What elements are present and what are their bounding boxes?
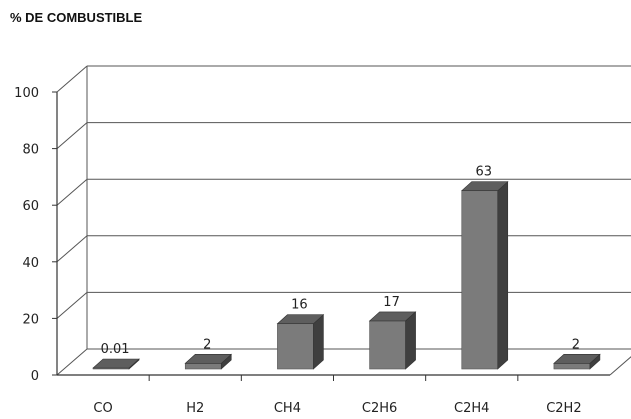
y-tick-label: 0 — [31, 369, 39, 384]
data-labels: 0.01 2 16 17 63 2 — [101, 165, 580, 357]
gridline-side — [56, 122, 88, 149]
bar-side — [405, 311, 416, 370]
y-tick-label: 40 — [22, 256, 39, 271]
y-axis-ticks: 0 20 40 60 80 100 — [14, 86, 39, 384]
bar-front — [184, 363, 222, 370]
x-tick-label: H2 — [186, 401, 204, 416]
gridline-side — [56, 178, 88, 206]
bar-C2H2 — [553, 353, 601, 370]
y-tick-label: 60 — [22, 199, 39, 214]
data-label: 2 — [572, 337, 580, 352]
bar-front — [553, 363, 591, 370]
bar-front — [461, 190, 499, 370]
bar-front — [369, 320, 406, 370]
chart-title: % DE COMBUSTIBLE — [10, 10, 143, 25]
bar-side — [313, 314, 324, 370]
x-tick-label: C2H2 — [546, 401, 581, 416]
gridlines — [56, 65, 631, 376]
x-tick-label: C2H4 — [454, 401, 489, 416]
bar-C2H6 — [368, 311, 417, 370]
y-tick-label: 80 — [22, 143, 39, 158]
bar-top — [368, 311, 417, 322]
gridline-side — [56, 292, 88, 319]
bar-top — [460, 181, 509, 192]
gridline-side — [56, 65, 88, 93]
data-label: 2 — [203, 337, 211, 352]
bar-CO — [92, 358, 140, 370]
bar-C2H4 — [460, 181, 509, 370]
x-tick-label: C2H6 — [362, 401, 397, 416]
bar-top — [553, 354, 601, 364]
axes — [52, 91, 610, 381]
bar-CH4 — [276, 314, 325, 370]
gridline-side — [56, 235, 88, 263]
x-axis-ticks: CO H2 CH4 C2H6 C2H4 C2H2 — [93, 401, 581, 416]
y-tick-label: 100 — [14, 86, 39, 101]
gridline-side — [56, 348, 88, 376]
data-label: 0.01 — [101, 342, 130, 357]
data-label: 63 — [475, 165, 492, 180]
bar-side — [497, 181, 509, 370]
bar-top — [92, 358, 140, 369]
data-label: 16 — [291, 298, 308, 313]
bar-top — [276, 314, 325, 325]
bar-top — [184, 354, 233, 364]
bar-H2 — [184, 353, 233, 370]
y-tick-label: 20 — [22, 312, 39, 327]
x-tick-label: CO — [93, 401, 112, 416]
bar-front — [277, 323, 314, 370]
data-label: 17 — [383, 295, 400, 310]
bars — [92, 181, 601, 370]
floor-edge — [609, 356, 631, 376]
x-tick-label: CH4 — [274, 401, 301, 416]
